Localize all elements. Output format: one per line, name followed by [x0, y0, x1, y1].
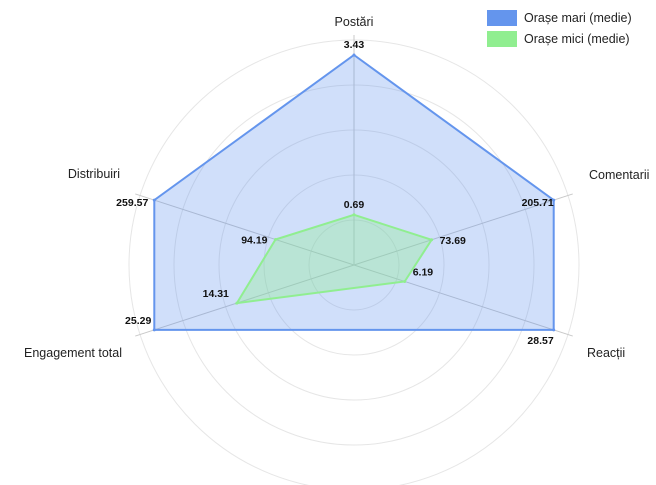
value-label-orase-mici-medie-engagement-total: 14.31: [203, 288, 229, 300]
axis-label-engagement-total: Engagement total: [24, 346, 122, 360]
legend-label-small-cities: Orașe mici (medie): [524, 31, 630, 46]
data-point-orase-mici-medie-comentarii[interactable]: [430, 238, 434, 242]
data-point-orase-mari-medie-engagement-total[interactable]: [152, 328, 156, 332]
value-label-orase-mici-medie-reactii: 6.19: [413, 267, 434, 279]
legend-item-small-cities[interactable]: Orașe mici (medie): [487, 28, 632, 49]
axis-label-postari: Postări: [335, 15, 374, 29]
axis-line-distribuiri: [135, 193, 355, 266]
radar-axes: [135, 35, 573, 337]
value-label-orase-mari-medie-postari: 3.43: [344, 39, 365, 51]
legend-swatch-small-cities: [487, 30, 517, 47]
value-label-orase-mici-medie-distribuiri: 94.19: [241, 235, 267, 247]
axis-label-distribuiri: Distribuiri: [68, 167, 120, 181]
series-polygon-orase-mari-medie[interactable]: [153, 53, 555, 331]
radar-series: [152, 53, 556, 332]
axis-line-reactii: [353, 264, 573, 337]
data-point-orase-mici-medie-postari[interactable]: [352, 213, 356, 217]
data-point-orase-mari-medie-reactii[interactable]: [552, 328, 556, 332]
legend: Orașe mari (medie) Orașe mici (medie): [487, 7, 632, 49]
data-point-orase-mici-medie-reactii[interactable]: [403, 280, 407, 283]
axis-labels: Postări Comentarii Reacții Engagement total…: [24, 15, 649, 360]
legend-item-large-cities[interactable]: Orașe mari (medie): [487, 7, 632, 28]
data-point-orase-mari-medie-postari[interactable]: [352, 53, 356, 57]
legend-label-large-cities: Orașe mari (medie): [524, 10, 632, 25]
axis-label-comentarii: Comentarii: [589, 168, 649, 182]
value-label-orase-mari-medie-engagement-total: 25.29: [125, 315, 151, 327]
legend-swatch-large-cities: [487, 9, 517, 26]
data-point-orase-mari-medie-comentarii[interactable]: [552, 198, 556, 202]
data-point-orase-mici-medie-engagement-total[interactable]: [235, 301, 239, 305]
value-label-orase-mici-medie-comentarii: 73.69: [440, 235, 466, 247]
axis-line-engagement-total: [135, 264, 355, 337]
value-label-orase-mici-medie-postari: 0.69: [344, 199, 365, 211]
value-label-orase-mari-medie-distribuiri: 259.57: [116, 197, 148, 209]
value-label-orase-mari-medie-reactii: 28.57: [527, 335, 553, 347]
value-label-orase-mari-medie-comentarii: 205.71: [522, 197, 554, 209]
data-point-orase-mici-medie-distribuiri[interactable]: [274, 238, 277, 241]
series-polygon-orase-mici-medie[interactable]: [234, 213, 434, 305]
axis-line-comentarii: [353, 193, 573, 266]
value-labels: 3.43 205.71 28.57 25.29 259.57 0.69 73.69 6.19 1…: [116, 39, 554, 347]
data-point-orase-mari-medie-distribuiri[interactable]: [152, 198, 156, 202]
axis-label-reactii: Reacții: [587, 346, 625, 360]
